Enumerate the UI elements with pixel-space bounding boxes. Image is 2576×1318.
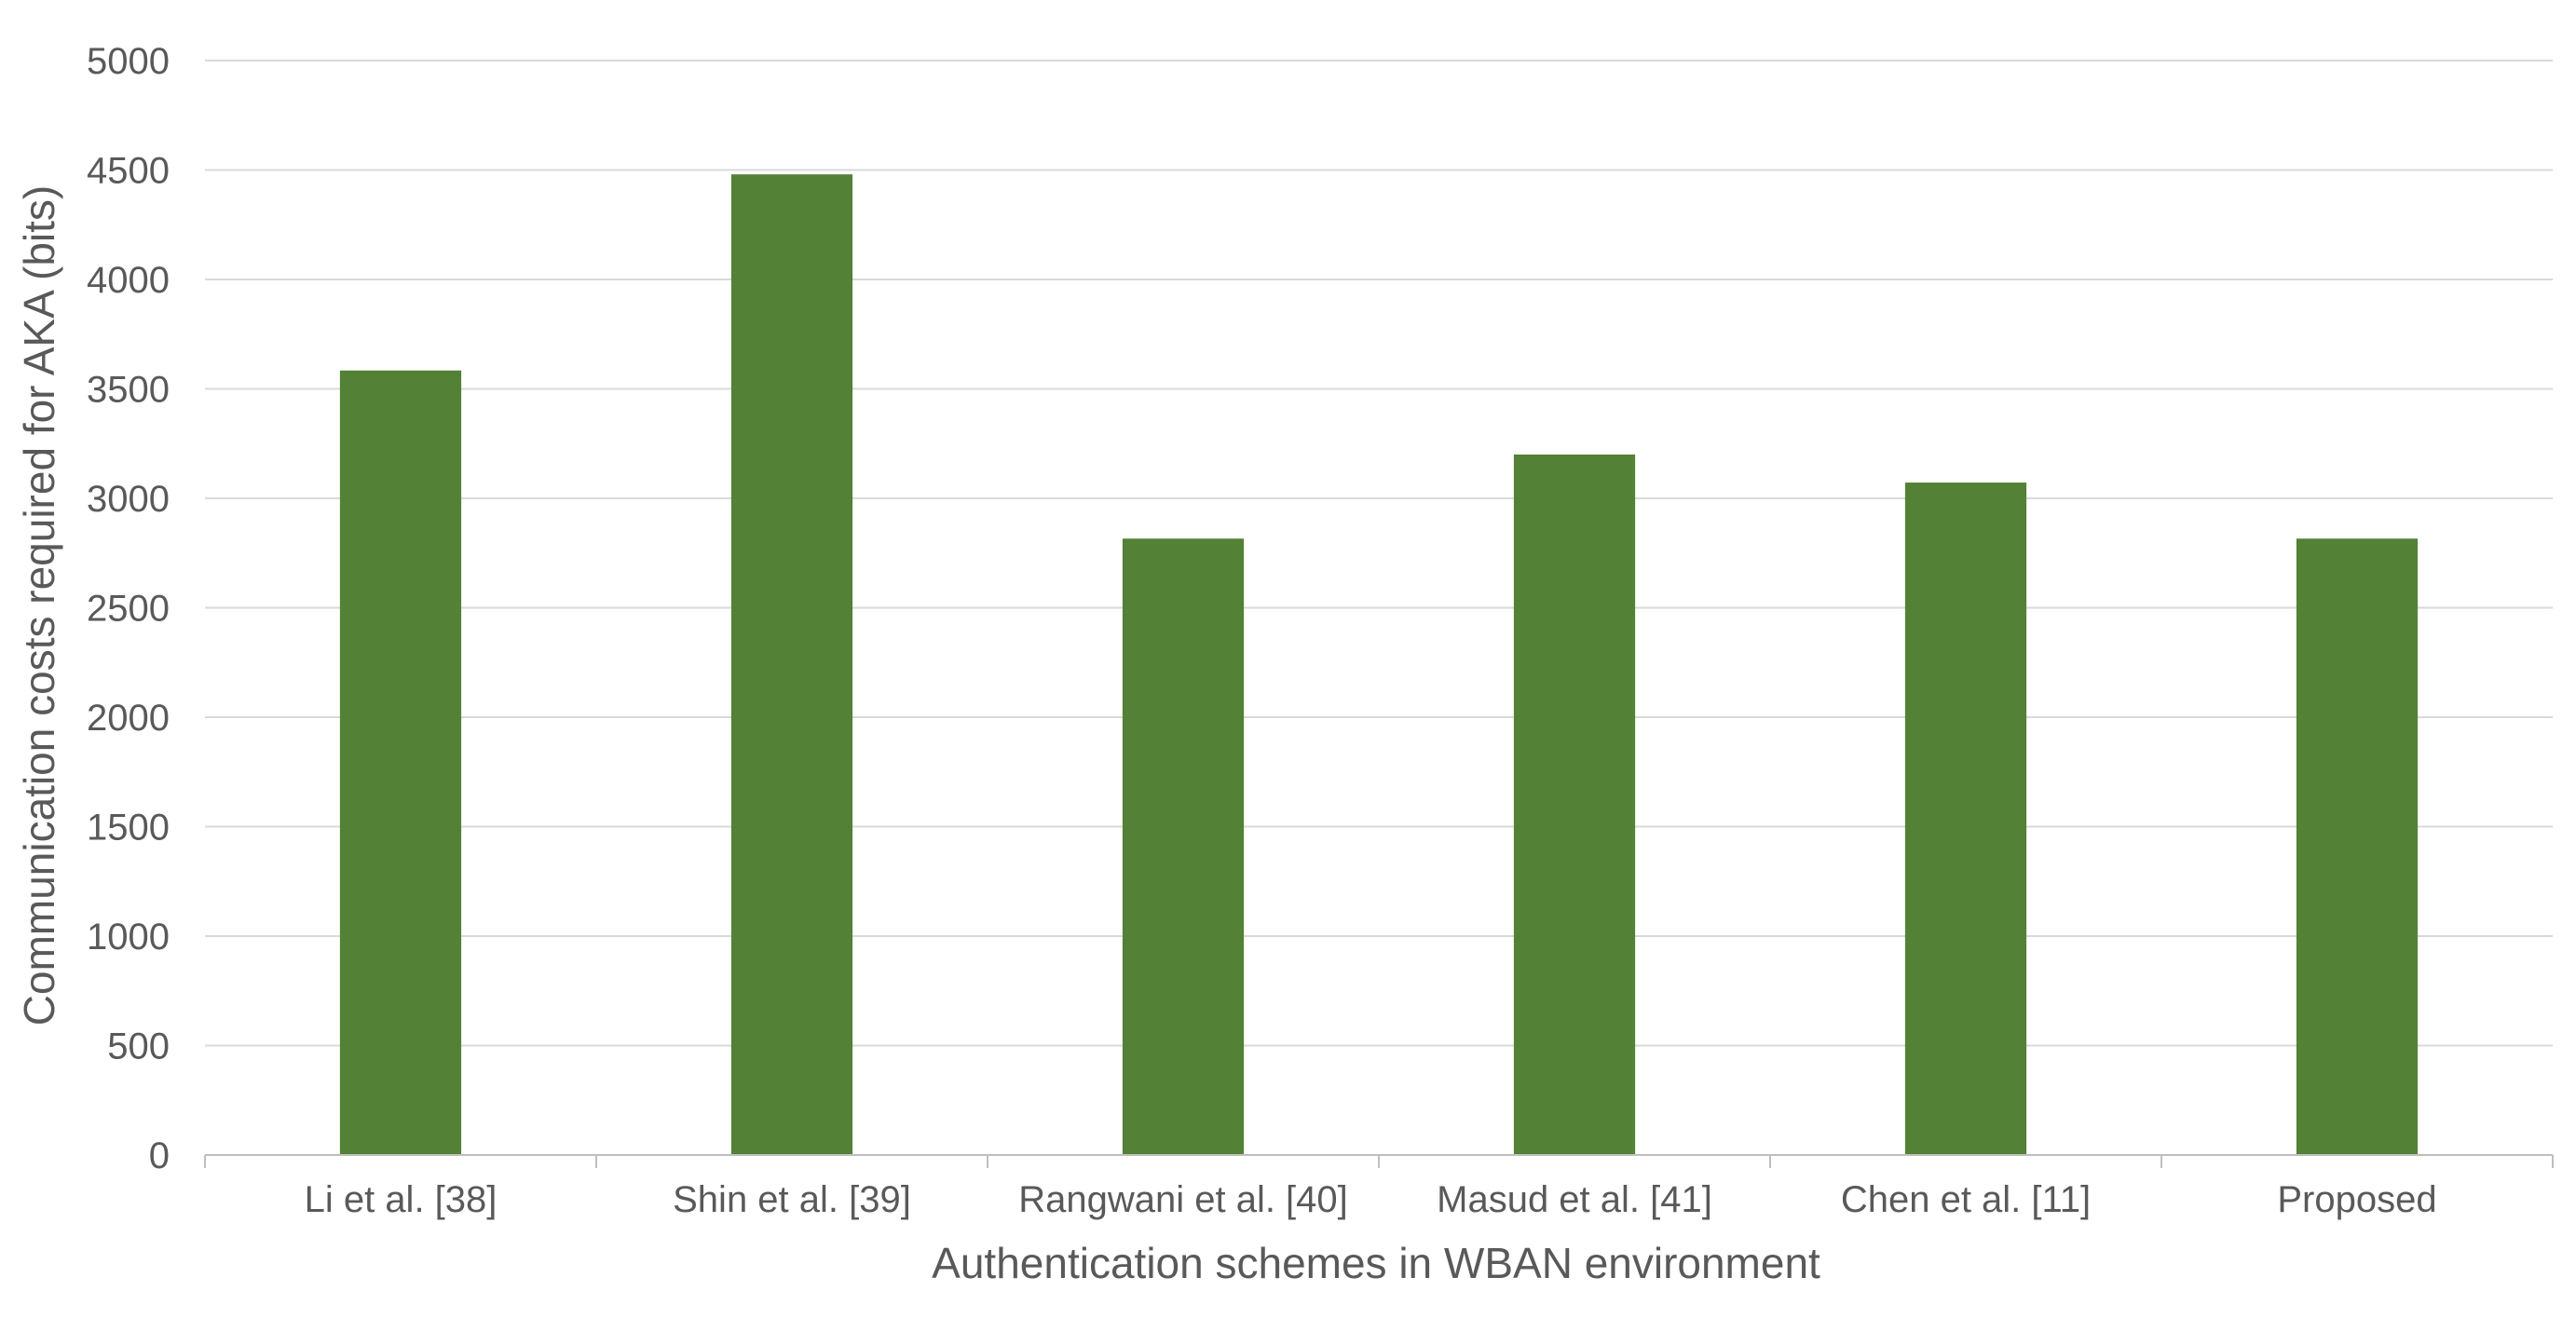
y-tick-label: 5000 xyxy=(87,41,170,82)
y-axis-ticks: 0 500 1000 1500 2000 2500 3000 3500 4000 4500 5000 xyxy=(87,41,170,1176)
y-axis-title: Communication costs required for AKA (bi… xyxy=(15,185,63,1026)
x-tick-label: Li et al. [38] xyxy=(305,1179,497,1220)
bar-0 xyxy=(339,370,462,1155)
x-tick-label: Proposed xyxy=(2277,1179,2436,1220)
y-tick-label: 1500 xyxy=(87,808,170,849)
x-axis-ticks: Li et al. [38] Shin et al. [39] Rangwani e… xyxy=(305,1179,2437,1220)
gridlines xyxy=(205,60,2553,1047)
y-tick-label: 4500 xyxy=(87,151,170,192)
x-axis xyxy=(204,1154,2554,1168)
bar-2 xyxy=(1122,538,1245,1155)
y-tick-label: 2000 xyxy=(87,698,170,739)
y-tick-label: 4000 xyxy=(87,260,170,301)
bar-1 xyxy=(730,174,853,1156)
bar-5 xyxy=(2296,538,2419,1155)
x-tick-label: Shin et al. [39] xyxy=(673,1179,911,1220)
x-axis-title: Authentication schemes in WBAN environme… xyxy=(932,1239,1820,1287)
bar-4 xyxy=(1904,482,2027,1155)
y-tick-label: 3500 xyxy=(87,370,170,411)
y-tick-label: 2500 xyxy=(87,589,170,630)
y-tick-label: 0 xyxy=(149,1135,170,1176)
x-tick-label: Chen et al. [11] xyxy=(1841,1179,2091,1220)
y-tick-label: 500 xyxy=(107,1026,170,1067)
y-tick-label: 1000 xyxy=(87,917,170,958)
y-tick-label: 3000 xyxy=(87,479,170,520)
x-tick-label: Masud et al. [41] xyxy=(1437,1179,1712,1220)
bar-3 xyxy=(1513,455,1636,1155)
x-tick-label: Rangwani et al. [40] xyxy=(1018,1179,1348,1220)
bars xyxy=(339,174,2419,1156)
